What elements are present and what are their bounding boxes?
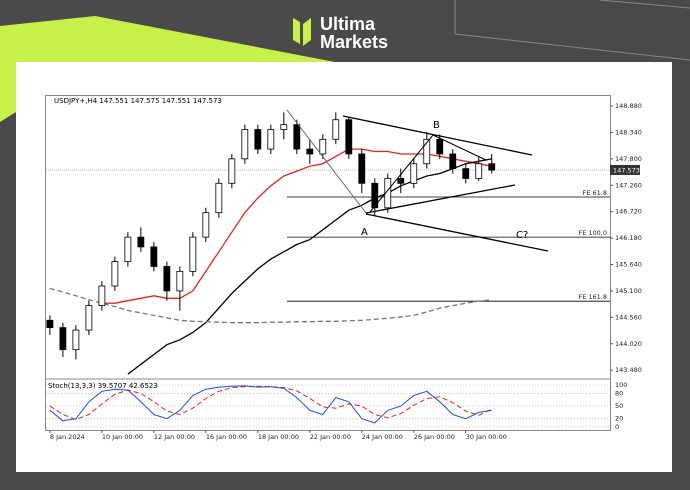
stoch-tick-label: 20 bbox=[615, 415, 623, 423]
candle-body bbox=[228, 158, 236, 184]
candle-body bbox=[59, 327, 67, 351]
moving-average bbox=[49, 287, 492, 324]
fibo-label: FE 61.8 bbox=[583, 189, 607, 197]
y-tick-label: 144.020 bbox=[615, 340, 642, 348]
x-tick-label: 30 Jan 00:00 bbox=[466, 433, 507, 441]
chart-frame bbox=[45, 95, 611, 431]
candle-body bbox=[98, 285, 106, 307]
point-label: A bbox=[361, 227, 368, 238]
candle-body bbox=[306, 148, 314, 155]
candle-body bbox=[345, 119, 353, 155]
candle-body bbox=[397, 178, 405, 184]
candle-body bbox=[332, 119, 340, 140]
y-tick-label: 147.800 bbox=[615, 155, 642, 163]
y-tick-label: 144.560 bbox=[615, 313, 642, 321]
candle-body bbox=[150, 246, 158, 267]
y-tick-label: 147.260 bbox=[615, 181, 642, 189]
stoch-tick-label: 100 bbox=[615, 381, 627, 389]
candle-body bbox=[215, 182, 223, 214]
current-price-box bbox=[610, 164, 640, 175]
candle-body bbox=[280, 124, 288, 130]
candle-body bbox=[137, 236, 145, 248]
candle-body bbox=[371, 182, 379, 209]
candle-body bbox=[358, 153, 366, 184]
logo-icon bbox=[293, 18, 311, 46]
fibo-label: FE 161.8 bbox=[578, 293, 607, 301]
candle-body bbox=[475, 163, 483, 179]
decor-line bbox=[599, 0, 690, 9]
candle-body bbox=[267, 129, 275, 150]
candle-body bbox=[202, 212, 210, 238]
y-tick-label: 146.180 bbox=[615, 234, 642, 242]
symbol-label: USDJPY+,H4 147.551 147.575 147.551 147.5… bbox=[54, 97, 222, 105]
x-tick-label: 8 Jan 2024 bbox=[50, 433, 85, 441]
candle-body bbox=[124, 236, 132, 262]
point-label: C? bbox=[516, 230, 528, 241]
point-label: B bbox=[433, 120, 440, 131]
stoch-tick-label: 0 bbox=[615, 423, 619, 431]
candle-body bbox=[488, 163, 496, 171]
fibo-label: FE 100.0 bbox=[578, 229, 607, 237]
y-tick-label: 146.720 bbox=[615, 208, 642, 216]
x-tick-label: 12 Jan 00:00 bbox=[154, 433, 195, 441]
trendlines bbox=[286, 109, 549, 252]
x-tick-label: 22 Jan 00:00 bbox=[310, 433, 351, 441]
stoch-tick-label: 50 bbox=[615, 402, 623, 410]
stoch-label: Stoch(13,3,3) 39.5707 42.6523 bbox=[48, 382, 158, 390]
current-price-label: 147.573 bbox=[613, 166, 640, 174]
y-tick-label: 148.880 bbox=[615, 102, 642, 110]
candle-body bbox=[410, 163, 418, 184]
x-tick-label: 16 Jan 00:00 bbox=[206, 433, 247, 441]
candle-body bbox=[72, 329, 80, 351]
y-tick-label: 145.640 bbox=[615, 261, 642, 269]
brand-line1: Ultima bbox=[320, 14, 376, 34]
y-tick-label: 148.340 bbox=[615, 128, 642, 136]
brand-line2: Markets bbox=[320, 32, 388, 52]
x-tick-label: 26 Jan 00:00 bbox=[414, 433, 455, 441]
x-tick-label: 10 Jan 00:00 bbox=[102, 433, 143, 441]
candle-body bbox=[449, 153, 457, 170]
stoch-k bbox=[49, 385, 492, 424]
candle-body bbox=[241, 129, 249, 160]
x-tick-label: 24 Jan 00:00 bbox=[362, 433, 403, 441]
decor-shape bbox=[0, 16, 335, 122]
candle-body bbox=[85, 305, 93, 331]
candle-body bbox=[163, 266, 171, 292]
moving-average bbox=[127, 158, 492, 375]
candle-body bbox=[436, 138, 444, 155]
y-tick-label: 143.480 bbox=[615, 366, 642, 374]
candle-body bbox=[176, 270, 184, 292]
candle-body bbox=[46, 319, 54, 329]
candle-body bbox=[293, 124, 301, 150]
plot: 148.880 148.340 147.800 147.260 146.720 146.1… bbox=[46, 102, 642, 441]
x-tick-label: 18 Jan 00:00 bbox=[258, 433, 299, 441]
decor-line bbox=[454, 33, 690, 61]
candle-body bbox=[319, 138, 327, 155]
candle-body bbox=[189, 236, 197, 272]
stoch-tick-label: 80 bbox=[615, 389, 623, 397]
candle-body bbox=[384, 178, 392, 209]
candle-body bbox=[462, 168, 470, 179]
candle-body bbox=[111, 261, 119, 287]
candle-body bbox=[423, 138, 431, 165]
y-tick-label: 145.100 bbox=[615, 287, 642, 295]
candle-body bbox=[254, 129, 262, 150]
